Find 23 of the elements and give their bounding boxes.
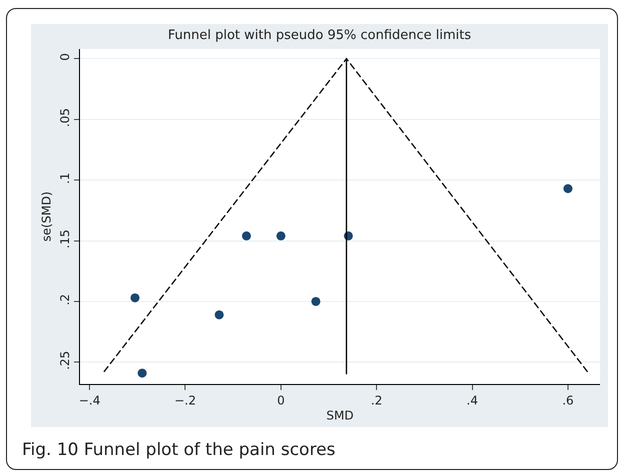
x-axis-title: SMD (326, 408, 354, 422)
x-tick-label: −.2 (174, 393, 196, 408)
x-tick-label: .2 (370, 393, 382, 408)
y-tick-label: .05 (58, 108, 72, 128)
x-tick-label: .6 (562, 393, 574, 408)
x-tick-label: −.4 (78, 393, 100, 408)
y-tick-label: .25 (58, 350, 72, 370)
point (563, 184, 572, 194)
point (214, 310, 224, 320)
point (242, 231, 251, 240)
point (276, 231, 286, 240)
x-tick-label: 0 (277, 393, 285, 408)
y-tick-label: .15 (58, 229, 72, 249)
y-tick-label: .2 (58, 294, 72, 306)
chart-title: Funnel plot with pseudo 95% confidence limits (168, 28, 472, 44)
point (138, 368, 147, 378)
x-tick-label: .4 (466, 393, 478, 408)
y-tick-label: .1 (58, 172, 72, 184)
point (130, 293, 140, 302)
y-axis-title: se(SMD) (40, 191, 54, 242)
point (311, 296, 320, 306)
caption: Fig. 10 Funnel plot of the pain scores (22, 440, 336, 460)
y-tick-label: 0 (58, 53, 72, 61)
